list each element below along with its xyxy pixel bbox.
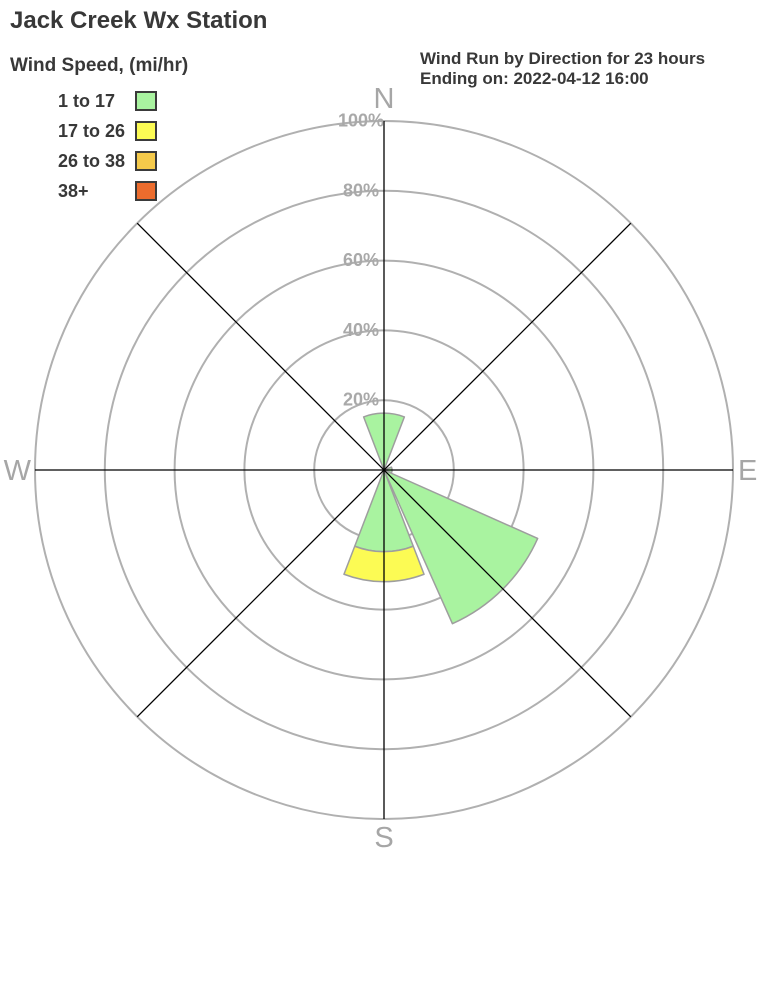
ring-tick-label: 100% (338, 111, 384, 131)
page-title: Jack Creek Wx Station (10, 7, 268, 34)
legend-item: 1 to 17 (58, 88, 178, 118)
legend-item-swatch (135, 151, 157, 171)
chart-subtitle-line2: Ending on: 2022-04-12 16:00 (420, 69, 649, 88)
legend-item: 17 to 26 (58, 118, 178, 148)
chart-subtitle-line1: Wind Run by Direction for 23 hours (420, 49, 706, 68)
ring-tick-label: 40% (343, 320, 379, 340)
ring-tick-label: 20% (343, 390, 379, 410)
wind-speed-legend: 1 to 17 17 to 26 26 to 38 38+ (58, 88, 178, 208)
legend-item-swatch (135, 91, 157, 111)
legend-item: 26 to 38 (58, 148, 178, 178)
axis-line (136, 222, 632, 718)
legend-item-label: 17 to 26 (58, 121, 126, 141)
legend-title: Wind Speed, (mi/hr) (10, 55, 189, 76)
legend-item-swatch (135, 121, 157, 141)
legend-item-label: 38+ (58, 181, 89, 201)
compass-label-e: E (738, 455, 757, 487)
legend-item: 38+ (58, 178, 178, 208)
ring-tick-label: 60% (343, 250, 379, 270)
compass-label-s: S (374, 822, 393, 854)
legend-item-swatch (135, 181, 157, 201)
compass-label-n: N (374, 83, 395, 115)
chart-subtitle-block: Wind Run by Direction for 23 hours Endin… (420, 49, 705, 89)
legend-item-label: 1 to 17 (58, 91, 116, 111)
compass-label-w: W (4, 455, 32, 487)
legend-item-label: 26 to 38 (58, 151, 126, 171)
ring-tick-label: 80% (343, 180, 379, 200)
